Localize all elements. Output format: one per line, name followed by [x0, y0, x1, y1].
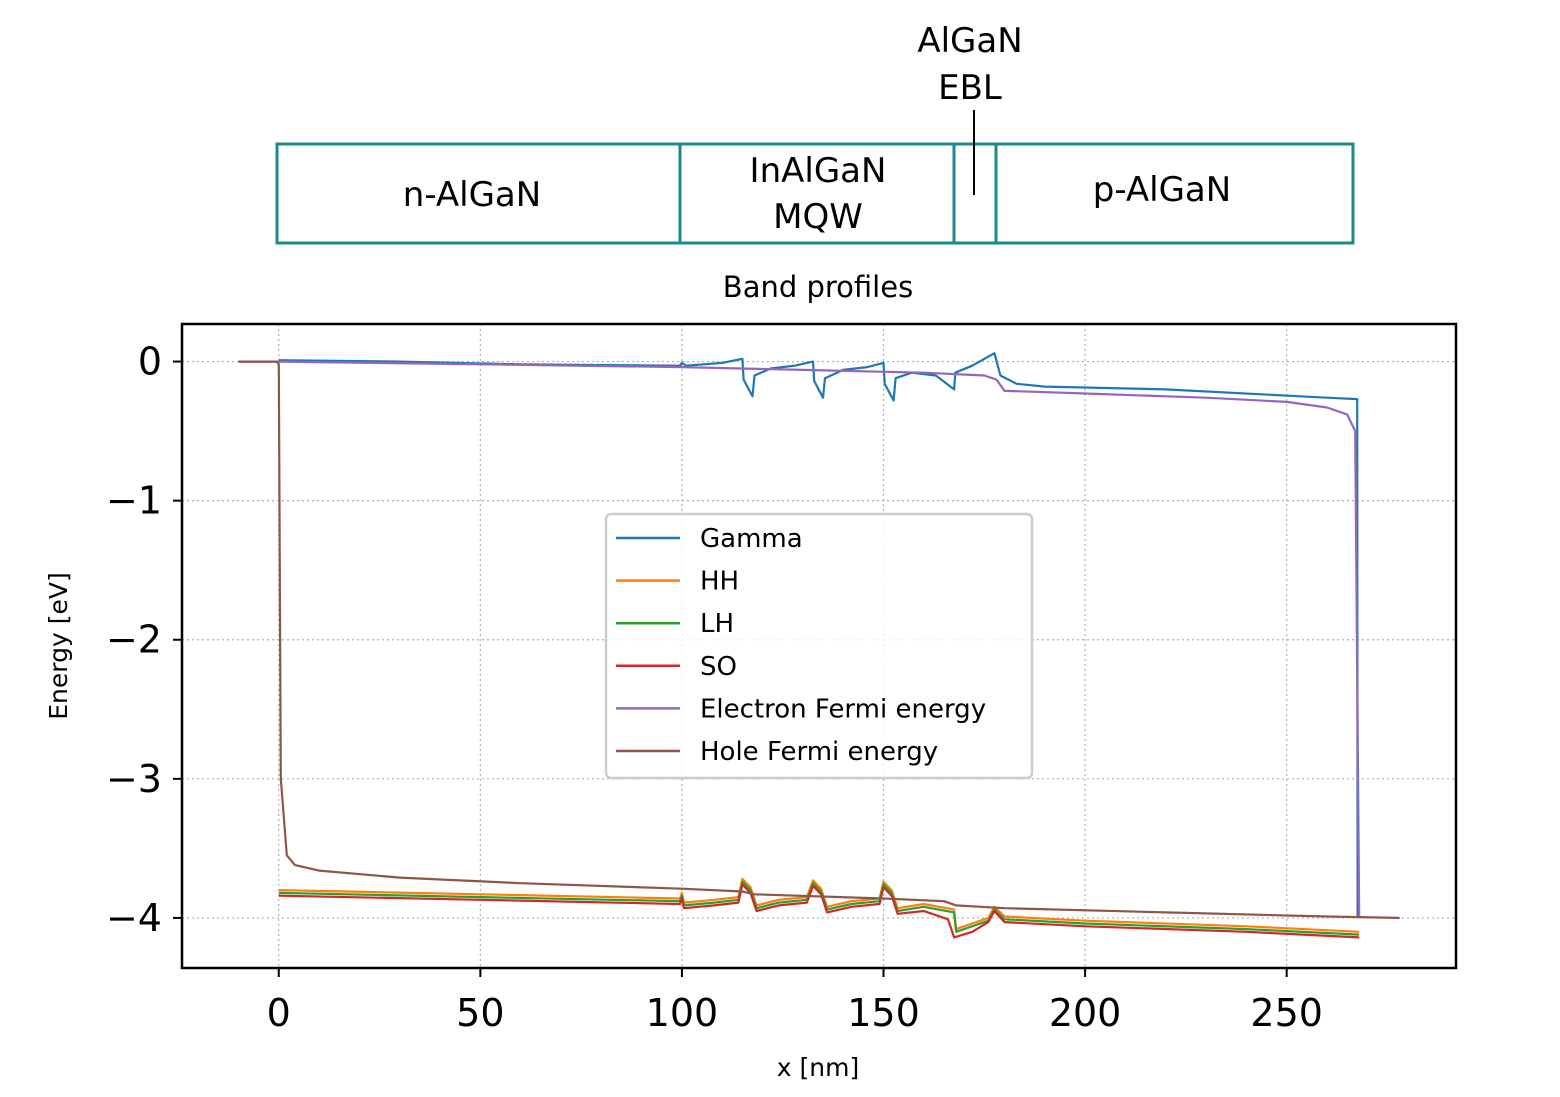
legend: Gamma HH LH SO Electron Fermi energy Hole Fer… — [604, 512, 1034, 780]
ebl-callout-line2: EBL — [938, 68, 1002, 108]
x-tick-label: 50 — [456, 991, 504, 1035]
ebl-callout-line1: AlGaN — [917, 21, 1022, 61]
layer-label-n-algan: n-AlGaN — [403, 175, 541, 215]
legend-label: LH — [700, 609, 734, 639]
y-tick-label: −2 — [106, 618, 162, 662]
legend-label: HH — [700, 567, 739, 597]
y-tick-label: −1 — [106, 479, 162, 523]
legend-label: Gamma — [700, 524, 803, 554]
series-line-so — [278, 883, 1360, 939]
y-tick-label: −4 — [106, 896, 162, 940]
series-line-hole-fermi-energy — [238, 360, 1400, 919]
x-axis-label: x [nm] — [777, 1053, 859, 1082]
chart-title: Band profiles — [723, 270, 913, 304]
y-tick-label: 0 — [138, 340, 162, 384]
layer-label-mqw-line2: MQW — [773, 197, 863, 237]
series-line-lh — [278, 880, 1360, 936]
grid — [182, 324, 1456, 968]
plot-frame — [180, 322, 1458, 970]
legend-label: Hole Fermi energy — [700, 737, 938, 767]
layer-stack-box — [275, 142, 1355, 245]
y-axis-label: Energy [eV] — [44, 572, 73, 719]
x-tick-label: 250 — [1250, 991, 1323, 1035]
layer-label-mqw-line1: InAlGaN — [750, 151, 887, 191]
x-tick-label: 100 — [646, 991, 719, 1035]
series-line-hh — [278, 877, 1360, 933]
x-tick-label: 0 — [267, 991, 291, 1035]
legend-box — [604, 512, 1034, 780]
y-tick-label: −3 — [106, 757, 162, 801]
legend-label: SO — [700, 652, 737, 682]
legend-label: Electron Fermi energy — [700, 694, 986, 724]
series-line-electron-fermi-energy — [238, 360, 1361, 918]
layer-diagram: n-AlGaN InAlGaN MQW p-AlGaN AlGaN EBL — [275, 21, 1355, 245]
layer-label-p-algan: p-AlGaN — [1093, 170, 1231, 210]
axis-ticks: 0 50 100 150 200 250 0 −1 −2 −3 −4 — [106, 340, 1323, 1035]
series-line-gamma — [278, 352, 1359, 918]
x-tick-label: 200 — [1049, 991, 1122, 1035]
series-layer — [238, 352, 1400, 939]
x-tick-label: 150 — [847, 991, 920, 1035]
